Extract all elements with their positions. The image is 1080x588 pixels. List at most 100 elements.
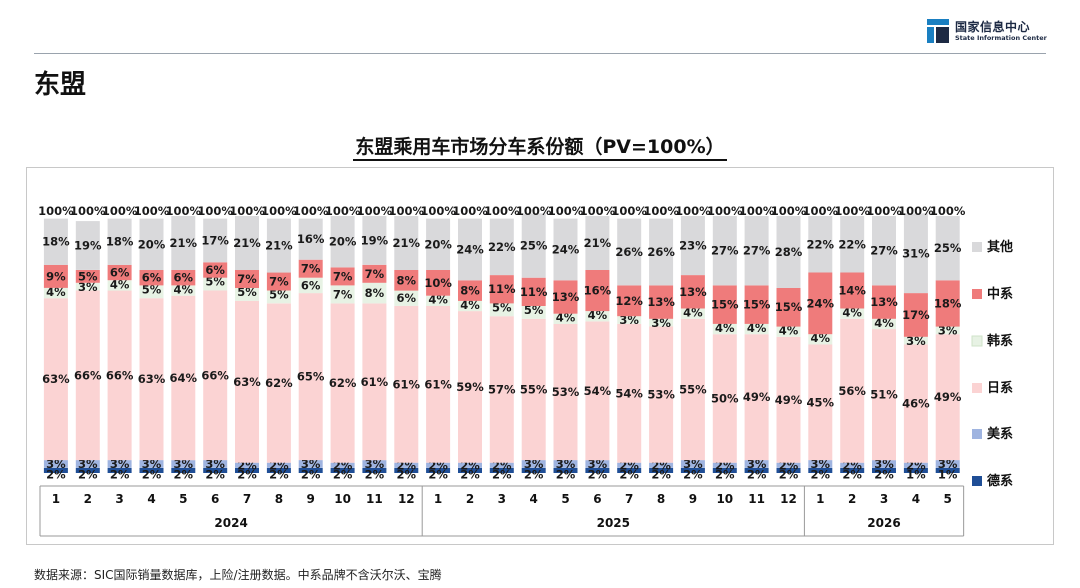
bar-segment-others — [107, 218, 132, 265]
bar-segment-japanese — [298, 293, 323, 461]
bar-segment-german — [712, 467, 737, 473]
data-label-others: 18% — [106, 235, 134, 249]
year-label: 2025 — [597, 516, 630, 530]
bar-segment-chinese — [107, 264, 132, 281]
bar-segment-korean — [139, 285, 164, 299]
data-label-american: 3% — [524, 457, 544, 471]
data-label-japanese: 55% — [679, 383, 707, 397]
data-label-japanese: 49% — [775, 393, 803, 407]
data-label-japanese: 46% — [902, 397, 930, 411]
legend-swatch-german — [972, 476, 982, 486]
x-tick-label: 3 — [498, 492, 506, 506]
bar-segment-japanese — [903, 344, 928, 463]
data-label-japanese: 55% — [520, 383, 548, 397]
data-label-japanese: 59% — [456, 380, 484, 394]
x-tick-label: 4 — [147, 492, 155, 506]
state-information-center-logo: 国家信息中心 State Information Center — [927, 18, 1057, 44]
bar-segment-korean — [553, 313, 578, 324]
bar-segment-korean — [362, 282, 387, 304]
data-label-japanese: 49% — [743, 390, 771, 404]
bar-segment-german — [776, 467, 801, 473]
data-label-korean: 5% — [205, 275, 225, 289]
bar-segment-others — [680, 216, 705, 276]
logo-chinese-text: 国家信息中心 — [955, 20, 1031, 34]
total-label: 100% — [866, 204, 902, 218]
data-label-american: 3% — [78, 457, 98, 471]
data-label-others: 22% — [838, 237, 866, 251]
bar-segment-japanese — [235, 300, 259, 463]
data-label-korean: 5% — [524, 303, 544, 317]
bar-segment-others — [266, 218, 291, 273]
legend-swatch-chinese — [972, 289, 982, 299]
data-label-chinese: 24% — [807, 296, 835, 310]
bar-segment-japanese — [553, 323, 578, 461]
bar-segment-american — [458, 462, 482, 468]
data-source-note: 数据来源：SIC国际销量数据库，上险/注册数据。中系品牌不含沃尔沃、宝腾 — [34, 568, 442, 582]
data-label-chinese: 12% — [615, 294, 643, 308]
bar-segment-japanese — [171, 295, 196, 461]
data-label-others: 26% — [615, 245, 643, 259]
data-label-korean: 3% — [938, 324, 958, 338]
bar-segment-korean — [744, 323, 769, 335]
data-label-korean: 4% — [460, 298, 480, 312]
legend-swatch-others — [972, 242, 982, 252]
bar-segment-japanese — [394, 305, 419, 463]
bar-segment-japanese — [649, 326, 674, 463]
data-label-japanese: 45% — [807, 395, 835, 409]
bar-segment-japanese — [107, 290, 132, 461]
data-label-korean: 4% — [747, 321, 767, 335]
bar-segment-german — [808, 467, 833, 473]
total-label: 100% — [484, 204, 520, 218]
bar-segment-korean — [394, 290, 419, 306]
data-label-korean: 5% — [237, 285, 257, 299]
data-label-japanese: 61% — [424, 377, 452, 391]
bar-segment-chinese — [139, 270, 164, 286]
data-label-others: 21% — [584, 236, 612, 250]
x-tick-label: 8 — [657, 492, 665, 506]
x-tick-label: 1 — [52, 492, 60, 506]
data-label-japanese: 64% — [170, 371, 198, 385]
x-tick-label: 3 — [115, 492, 123, 506]
x-tick-label: 7 — [625, 492, 633, 506]
data-label-german: 2% — [588, 467, 608, 481]
data-label-others: 19% — [361, 233, 389, 247]
data-label-chinese: 13% — [870, 295, 898, 309]
bar-segment-korean — [617, 316, 642, 324]
logo-mark-icon — [927, 19, 949, 43]
bar-segment-american — [553, 460, 578, 468]
bar-segment-korean — [330, 285, 355, 304]
data-label-chinese: 13% — [552, 290, 580, 304]
total-label: 100% — [930, 204, 966, 218]
region-title: 东盟 — [34, 70, 87, 100]
bar-segment-chinese — [394, 270, 419, 291]
data-label-korean: 5% — [492, 300, 512, 314]
x-tick-label: 7 — [243, 492, 251, 506]
data-label-korean: 3% — [619, 313, 639, 327]
bar-segment-others — [458, 218, 482, 281]
bar-segment-korean — [840, 308, 865, 319]
bar-segment-german — [935, 467, 960, 473]
total-label: 100% — [325, 204, 361, 218]
data-label-american: 3% — [556, 457, 576, 471]
data-label-others: 24% — [456, 242, 484, 256]
data-label-german: 2% — [460, 467, 480, 481]
data-label-korean: 6% — [301, 278, 321, 292]
data-label-american: 3% — [747, 457, 767, 471]
data-label-others: 27% — [870, 244, 898, 258]
bar-segment-japanese — [744, 334, 769, 461]
bar-segment-others — [139, 218, 164, 270]
data-label-american: 3% — [110, 457, 130, 471]
data-label-american: 3% — [205, 457, 225, 471]
bar-segment-german — [903, 467, 928, 473]
bar-segment-korean — [680, 308, 705, 319]
total-label: 100% — [516, 204, 552, 218]
x-tick-label: 8 — [275, 492, 283, 506]
bar-segment-chinese — [680, 275, 705, 309]
data-label-german: 2% — [237, 467, 257, 481]
bar-segment-chinese — [298, 259, 323, 278]
data-label-german: 2% — [78, 467, 98, 481]
data-label-japanese: 61% — [393, 377, 421, 391]
data-label-japanese: 56% — [838, 384, 866, 398]
data-label-german: 2% — [811, 467, 831, 481]
data-label-chinese: 13% — [647, 295, 675, 309]
